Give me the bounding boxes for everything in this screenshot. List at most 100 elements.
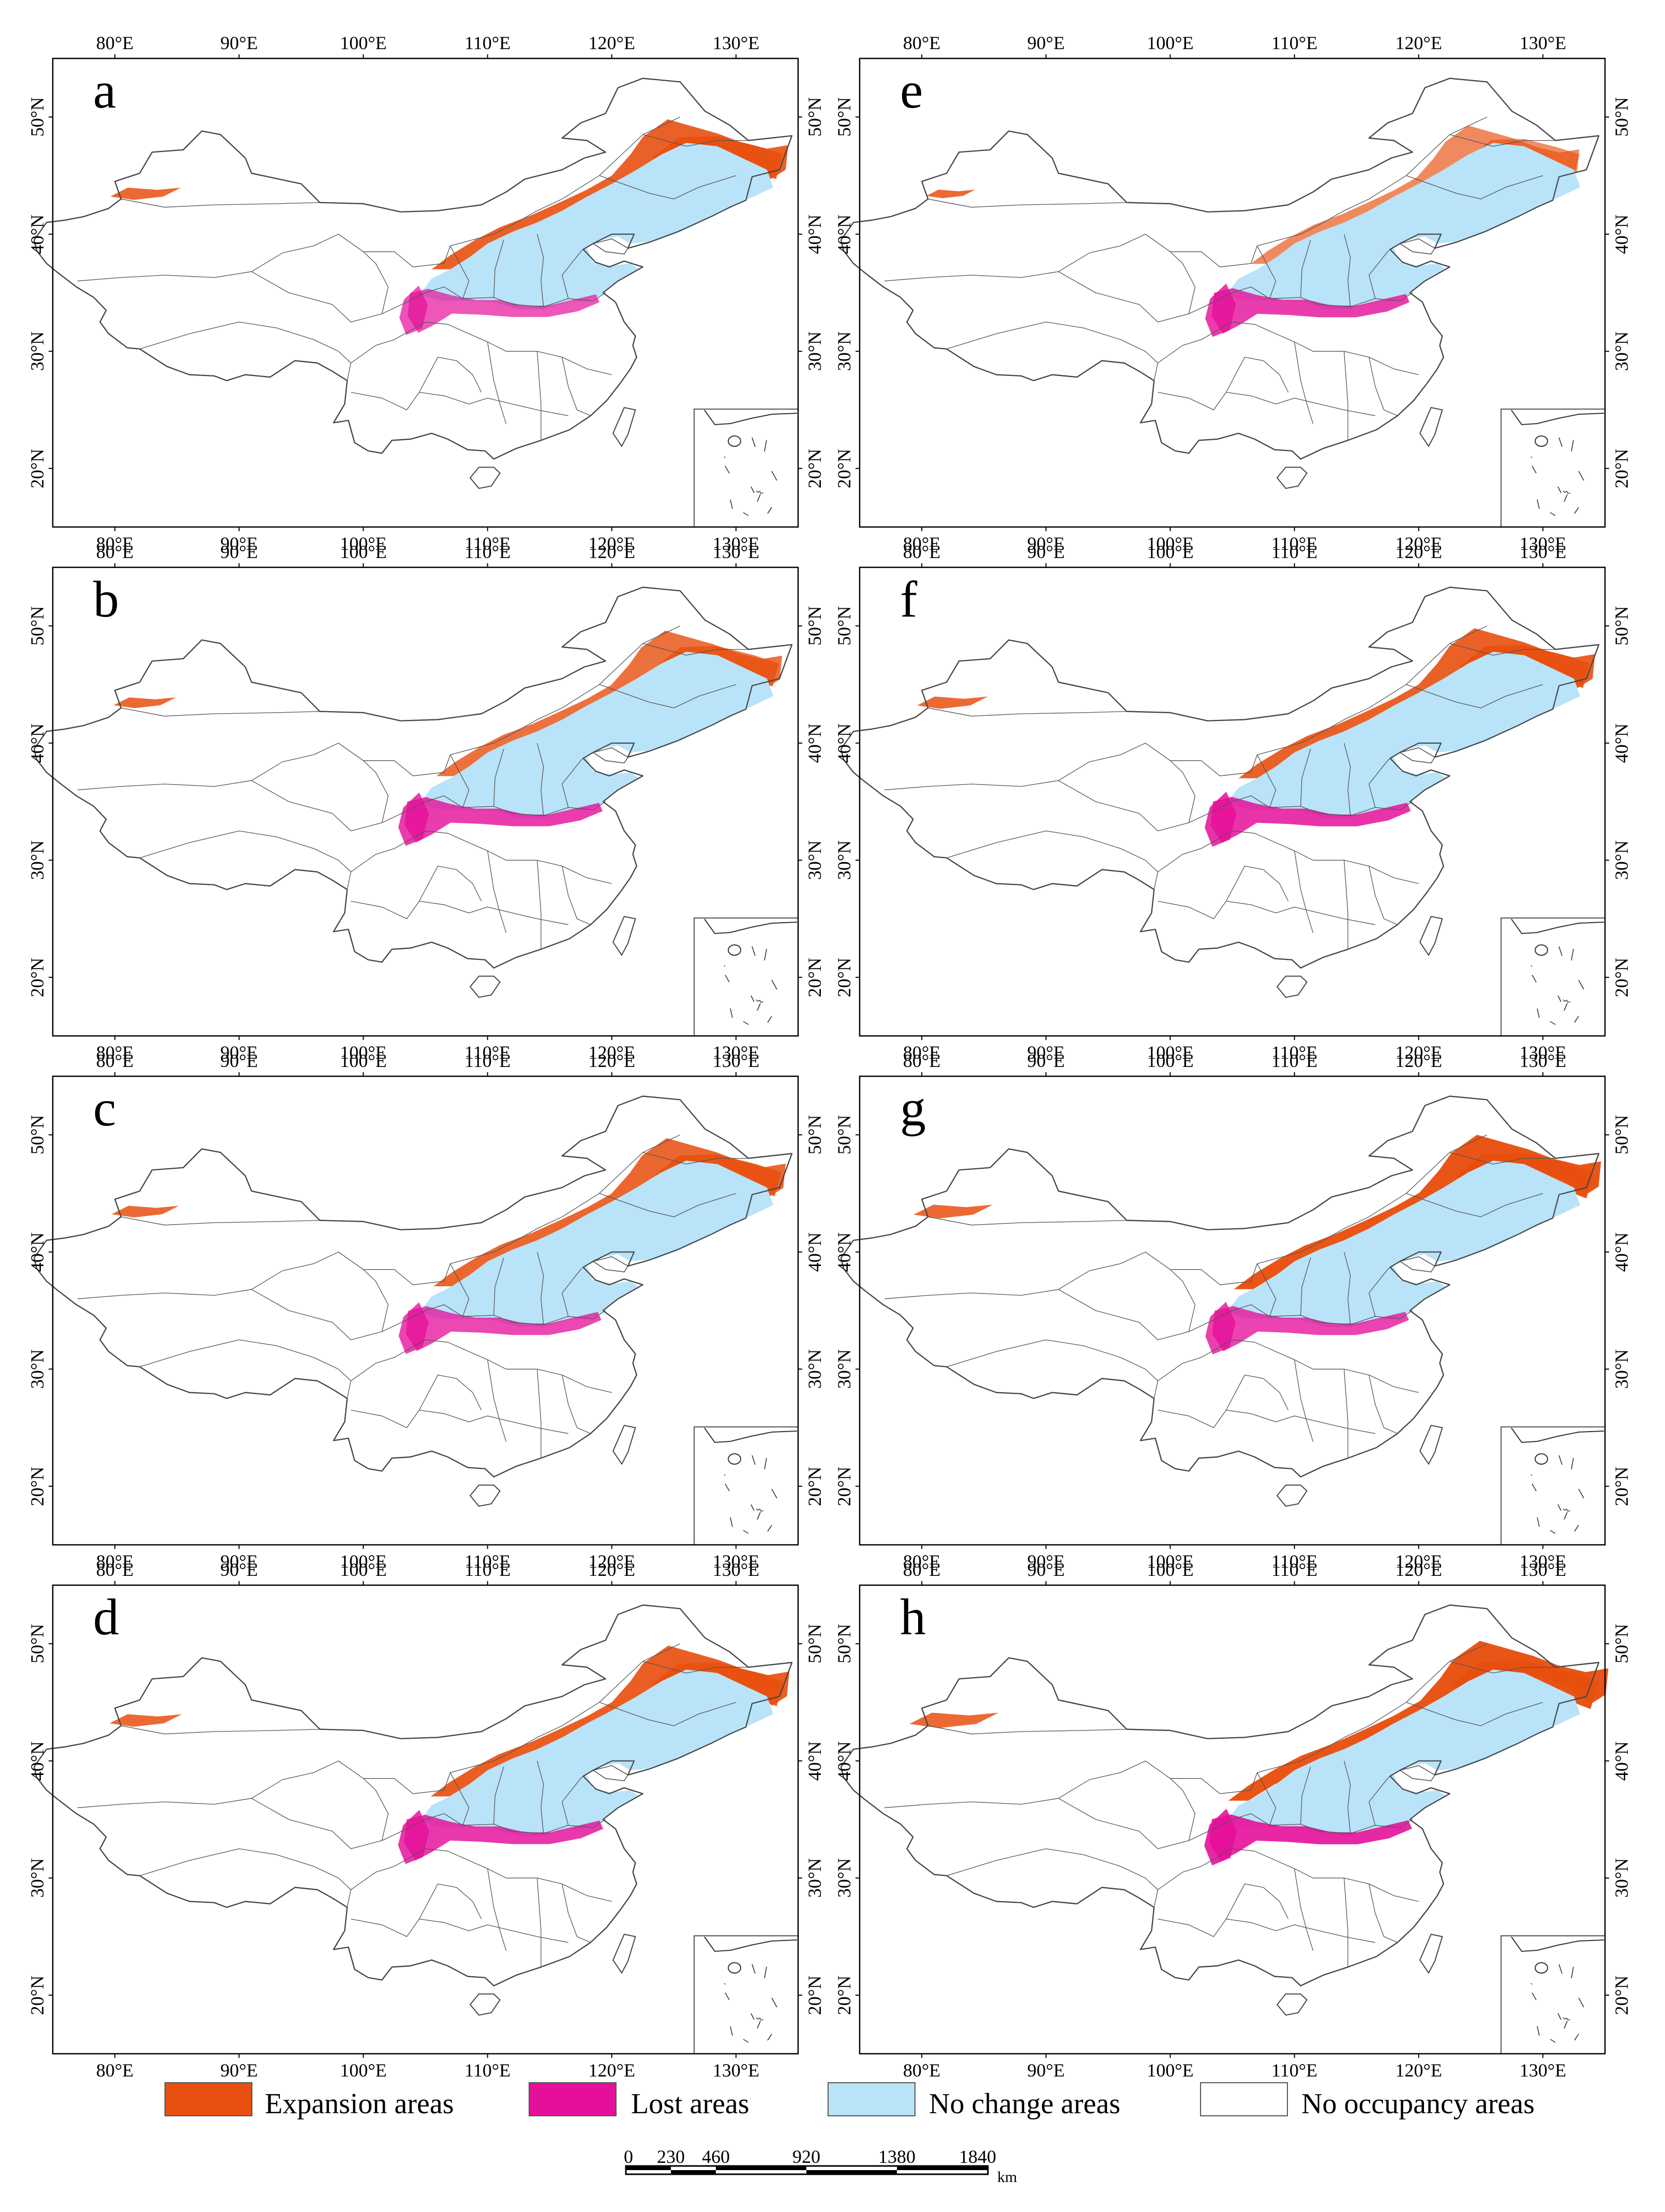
bohai-sea (592, 238, 629, 255)
south-china-sea-inset (694, 1426, 799, 1545)
province-boundary (1120, 625, 1488, 776)
province-boundary (1369, 1267, 1390, 1317)
scale-tick-1840: 1840 (959, 2146, 996, 2167)
expansion-area-xinjiang (109, 1714, 182, 1727)
province-boundary (1343, 351, 1348, 441)
lon-tick-label-top: 130°E (712, 1559, 760, 1580)
lon-tick-label-bottom: 120°E (588, 2060, 635, 2081)
inset-nine-dash-line (1532, 437, 1584, 516)
province-boundary (599, 1702, 737, 1726)
province-boundary (1300, 1766, 1311, 1825)
inset-islands (724, 1474, 764, 1512)
panel-label: a (93, 62, 116, 119)
province-boundary (418, 356, 482, 393)
province-boundary (1300, 1257, 1311, 1316)
province-boundary (449, 1772, 470, 1826)
province-boundary (1294, 1359, 1314, 1442)
legend-label-lost: Lost areas (631, 2088, 749, 2120)
national-boundary (33, 1604, 793, 1987)
province-boundary (487, 1359, 507, 1442)
inset-frame (694, 917, 799, 1036)
province-boundary (562, 758, 583, 808)
lon-tick-label-bottom: 120°E (588, 1551, 635, 1572)
inset-hainan (728, 435, 741, 447)
lon-tick-label-bottom: 80°E (96, 533, 134, 554)
lon-tick-label-bottom: 90°E (220, 2060, 258, 2081)
lon-tick-label-bottom: 80°E (96, 1042, 134, 1063)
province-boundary (1256, 246, 1277, 299)
province-boundary (536, 1369, 542, 1458)
map-panel-d: 80°E 80°E 90°E 90°E 100°E 100°E 110°E 110°E 120°… (27, 1560, 825, 2080)
province-boundary (1406, 175, 1543, 200)
province-boundary (642, 134, 748, 147)
hainan-island (1276, 975, 1308, 998)
lon-tick-label-bottom: 130°E (712, 2060, 760, 2081)
lon-tick-label-bottom: 90°E (1027, 1042, 1065, 1063)
map-panel-c: 80°E 80°E 90°E 90°E 100°E 100°E 110°E 110°E 120°… (27, 1051, 825, 1571)
province-boundary (536, 1252, 544, 1325)
legend-swatch-no-occupancy (1200, 2082, 1288, 2116)
legend-label-no-change: No change areas (929, 2088, 1121, 2120)
province-boundary (1300, 748, 1311, 807)
province-boundary (1058, 780, 1413, 832)
province-boundary (351, 1848, 612, 1902)
lon-tick-label-top: 120°E (588, 541, 635, 562)
lost-area-sichuan (1204, 1809, 1237, 1865)
lon-tick-label-top: 100°E (340, 541, 387, 562)
province-boundary (1158, 1339, 1419, 1393)
province-boundary (1343, 234, 1351, 307)
province-boundary (1369, 1375, 1398, 1434)
inset-islands (1531, 456, 1571, 494)
province-boundary (1343, 860, 1348, 950)
province-boundary (1406, 1702, 1543, 1726)
map-canvas (33, 1072, 802, 1549)
lon-tick-label-top: 80°E (96, 541, 134, 562)
province-boundary (1449, 1152, 1555, 1165)
province-boundary (487, 850, 507, 933)
province-boundary (1120, 116, 1488, 267)
lon-tick-label-top: 110°E (1271, 1559, 1318, 1580)
province-boundary (251, 1289, 606, 1341)
hainan-island (1276, 1993, 1308, 2016)
inset-frame (694, 1935, 799, 2054)
scale-seg-1 (626, 2166, 671, 2170)
province-boundary (884, 1772, 1121, 1808)
province-boundary (449, 755, 470, 808)
province-boundary (1058, 271, 1413, 323)
lon-tick-label-bottom: 110°E (464, 1551, 511, 1572)
province-boundary (1158, 1409, 1375, 1434)
lon-tick-label-bottom: 130°E (1519, 2060, 1567, 2081)
map-border (52, 566, 799, 1037)
inset-coastline (704, 1427, 798, 1443)
panel-label: g (900, 1079, 926, 1137)
panel-label: d (93, 1588, 119, 1646)
province-boundary (418, 1374, 482, 1410)
inset-coastline (1511, 919, 1604, 935)
province-boundary (1294, 341, 1314, 424)
lon-tick-label-top: 90°E (1027, 1050, 1065, 1071)
inset-nine-dash-line (725, 946, 777, 1025)
national-boundary (33, 1095, 793, 1478)
province-boundary (927, 1216, 1127, 1226)
inset-frame (1501, 1426, 1606, 1545)
lon-tick-label-top: 100°E (1147, 1559, 1194, 1580)
lon-tick-label-top: 100°E (1147, 1050, 1194, 1071)
province-boundary (927, 708, 1127, 717)
panel-label: e (900, 62, 923, 119)
lon-tick-label-top: 130°E (712, 33, 760, 53)
province-boundary (1343, 1878, 1348, 1967)
legend-swatch-expansion (164, 2082, 252, 2116)
hainan-island (1276, 467, 1308, 489)
lost-area-band (1210, 796, 1411, 843)
south-china-sea-inset (1501, 409, 1606, 528)
lon-tick-label-bottom: 110°E (1271, 533, 1318, 554)
lon-tick-label-bottom: 110°E (1271, 1551, 1318, 1572)
province-boundary (1369, 357, 1398, 416)
lon-tick-label-top: 110°E (1271, 541, 1318, 562)
province-boundary (562, 866, 591, 925)
map-panel-f: 80°E 80°E 90°E 90°E 100°E 100°E 110°E 110°E 120°… (834, 543, 1632, 1062)
province-boundary (77, 1263, 314, 1299)
map-border (52, 1584, 799, 2055)
inset-hainan (1535, 435, 1548, 447)
hainan-island (1276, 1484, 1308, 1507)
